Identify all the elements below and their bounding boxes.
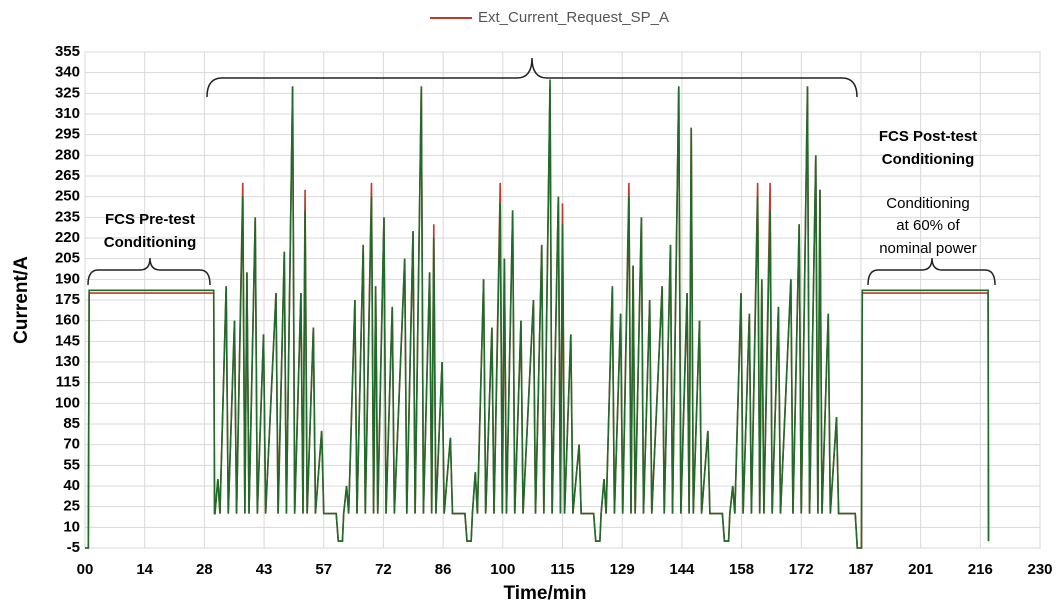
x-tick-label: 187	[848, 561, 873, 578]
y-tick-label: 310	[55, 105, 80, 122]
y-tick-label: 280	[55, 146, 80, 163]
y-tick-label: 145	[55, 332, 80, 349]
annotation: Conditioning	[882, 151, 974, 168]
x-axis-label: Time/min	[503, 583, 586, 604]
x-tick-label: 100	[490, 561, 515, 578]
legend-label: Ext_Current_Request_SP_A	[478, 9, 669, 26]
y-tick-label: 70	[63, 436, 80, 453]
x-tick-label: 43	[256, 561, 273, 578]
y-tick-label: 25	[63, 498, 80, 515]
y-tick-label: 40	[63, 477, 80, 494]
y-tick-label: 115	[56, 374, 80, 391]
bracket	[87, 257, 211, 286]
y-tick-label: 190	[55, 270, 80, 287]
y-tick-label: 235	[55, 208, 80, 225]
y-tick-label: 250	[55, 188, 80, 205]
x-tick-label: 201	[908, 561, 933, 578]
x-tick-label: 158	[729, 561, 754, 578]
x-tick-label: 14	[136, 561, 153, 578]
annotation: nominal power	[879, 240, 977, 257]
annotation: Conditioning	[886, 195, 969, 212]
y-tick-label: 220	[55, 229, 80, 246]
x-tick-label: 172	[789, 561, 814, 578]
x-tick-label: 129	[610, 561, 635, 578]
plot-layer	[84, 51, 1041, 549]
y-axis-label: Current/A	[11, 256, 32, 344]
y-tick-label: 85	[63, 415, 80, 432]
y-tick-label: 205	[55, 250, 80, 267]
y-tick-label: 265	[55, 167, 80, 184]
bracket	[867, 257, 996, 286]
annotation: FCS Pre-test	[105, 211, 195, 228]
y-tick-label: -5	[67, 539, 80, 556]
y-tick-label: 130	[55, 353, 80, 370]
x-tick-label: 00	[77, 561, 94, 578]
annotation: FCS Post-test	[879, 128, 977, 145]
y-tick-label: 295	[55, 126, 80, 143]
bracket	[206, 57, 858, 98]
x-tick-label: 216	[968, 561, 993, 578]
annotation: Conditioning	[104, 234, 196, 251]
y-tick-label: 325	[55, 84, 80, 101]
x-tick-label: 144	[669, 561, 695, 578]
x-tick-label: 28	[196, 561, 213, 578]
x-tick-label: 72	[375, 561, 392, 578]
series-line	[85, 79, 990, 549]
annotation: at 60% of	[896, 217, 960, 234]
y-tick-label: 175	[55, 291, 80, 308]
x-tick-label: 230	[1027, 561, 1052, 578]
y-tick-label: 340	[55, 64, 80, 81]
x-tick-label: 115	[550, 561, 574, 578]
y-tick-label: 100	[55, 394, 80, 411]
x-tick-label: 86	[435, 561, 452, 578]
y-tick-label: 160	[55, 312, 80, 329]
y-tick-label: 55	[63, 456, 80, 473]
x-tick-label: 57	[315, 561, 332, 578]
y-tick-label: 10	[63, 518, 80, 535]
y-tick-label: 355	[55, 43, 80, 60]
